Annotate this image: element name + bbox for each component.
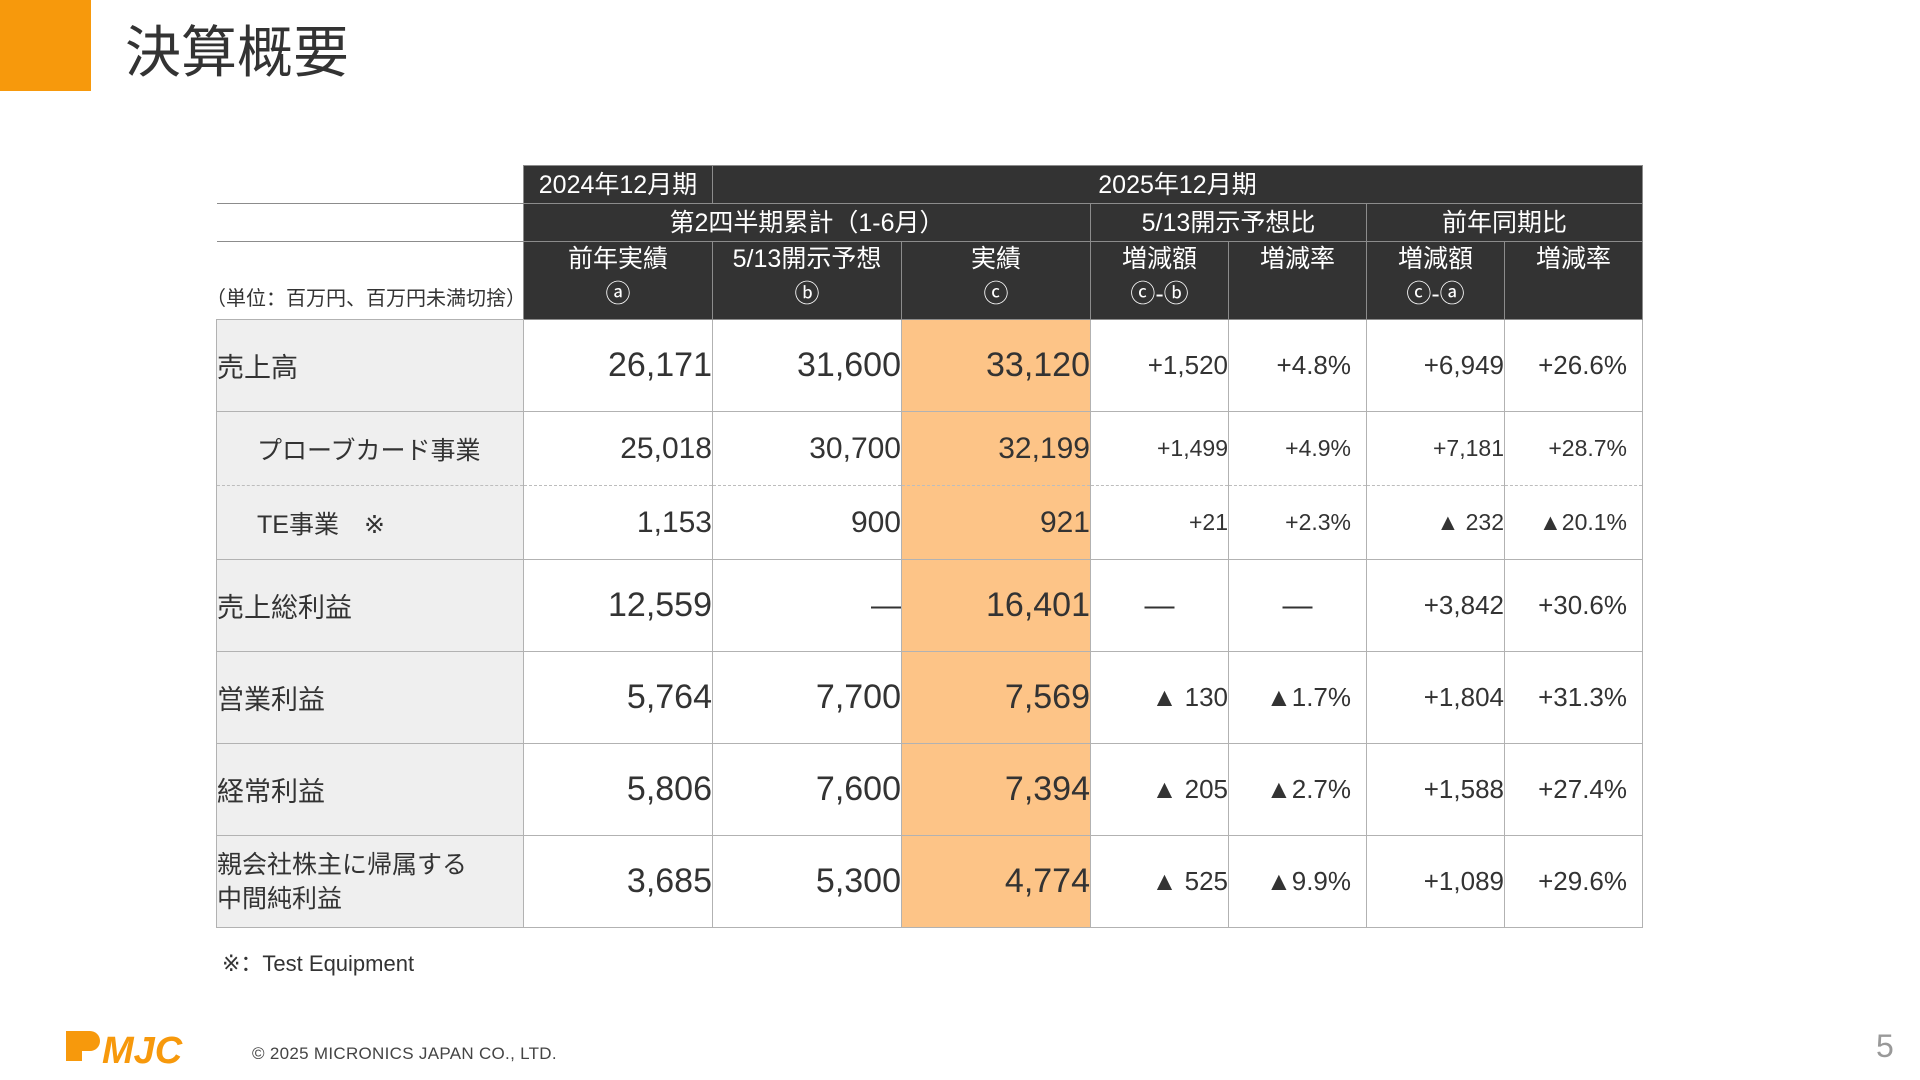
page-number: 5 bbox=[1876, 1028, 1894, 1065]
cell-forecast: 7,700 bbox=[713, 652, 902, 744]
cell-actual: 4,774 bbox=[902, 836, 1091, 928]
cell-diff-prev-year: +6,949 bbox=[1367, 320, 1505, 412]
cell-diff-prev-year: +1,804 bbox=[1367, 652, 1505, 744]
header-vs-prev-year: 前年同期比 bbox=[1367, 204, 1643, 242]
page-title: 決算概要 bbox=[125, 18, 349, 88]
cell-prev: 25,018 bbox=[524, 412, 713, 486]
cell-diff-prev-year: +1,588 bbox=[1367, 744, 1505, 836]
cell-rate-forecast: ▲9.9% bbox=[1229, 836, 1367, 928]
cell-forecast: 30,700 bbox=[713, 412, 902, 486]
cell-prev: 12,559 bbox=[524, 560, 713, 652]
footnote: ※：Test Equipment bbox=[222, 946, 414, 978]
cell-rate-prev-year: +30.6% bbox=[1505, 560, 1643, 652]
cell-prev: 5,806 bbox=[524, 744, 713, 836]
cell-diff-forecast: ▲ 130 bbox=[1091, 652, 1229, 744]
cell-forecast: 7,600 bbox=[713, 744, 902, 836]
cell-forecast: 5,300 bbox=[713, 836, 902, 928]
title-accent-bar bbox=[0, 0, 91, 91]
cell-rate-prev-year: +31.3% bbox=[1505, 652, 1643, 744]
cell-diff-forecast: ▲ 205 bbox=[1091, 744, 1229, 836]
row-label: 売上高 bbox=[217, 320, 524, 412]
col-header-diff-prev-year: 増減額 ⓒ-ⓐ bbox=[1367, 242, 1505, 320]
cell-prev: 1,153 bbox=[524, 486, 713, 560]
cell-rate-forecast: +4.8% bbox=[1229, 320, 1367, 412]
cell-diff-prev-year: +7,181 bbox=[1367, 412, 1505, 486]
row-label: 売上総利益 bbox=[217, 560, 524, 652]
col-header-actual: 実績 ⓒ bbox=[902, 242, 1091, 320]
cell-rate-prev-year: +26.6% bbox=[1505, 320, 1643, 412]
cell-prev: 3,685 bbox=[524, 836, 713, 928]
cell-diff-forecast: — bbox=[1091, 560, 1229, 652]
cell-diff-forecast: ▲ 525 bbox=[1091, 836, 1229, 928]
row-label: 営業利益 bbox=[217, 652, 524, 744]
cell-rate-forecast: +4.9% bbox=[1229, 412, 1367, 486]
cell-actual: 921 bbox=[902, 486, 1091, 560]
cell-forecast: 31,600 bbox=[713, 320, 902, 412]
cell-diff-forecast: +1,499 bbox=[1091, 412, 1229, 486]
row-label: プローブカード事業 bbox=[217, 412, 524, 486]
cell-rate-forecast: +2.3% bbox=[1229, 486, 1367, 560]
cell-rate-forecast: ▲1.7% bbox=[1229, 652, 1367, 744]
row-net-sales: 売上高 26,171 31,600 33,120 +1,520 +4.8% +6… bbox=[217, 320, 1643, 412]
cell-rate-forecast: — bbox=[1229, 560, 1367, 652]
header-curr-period: 2025年12月期 bbox=[713, 166, 1643, 204]
row-net-income: 親会社株主に帰属する 中間純利益 3,685 5,300 4,774 ▲ 525 … bbox=[217, 836, 1643, 928]
row-probe-card: プローブカード事業 25,018 30,700 32,199 +1,499 +4… bbox=[217, 412, 1643, 486]
cell-forecast: 900 bbox=[713, 486, 902, 560]
header-prev-period: 2024年12月期 bbox=[524, 166, 713, 204]
col-header-forecast: 5/13開示予想 ⓑ bbox=[713, 242, 902, 320]
cell-prev: 26,171 bbox=[524, 320, 713, 412]
col-header-prev: 前年実績 ⓐ bbox=[524, 242, 713, 320]
svg-text:MJC: MJC bbox=[102, 1030, 183, 1071]
header-cumulative: 第2四半期累計（1-6月） bbox=[524, 204, 1091, 242]
cell-diff-forecast: +1,520 bbox=[1091, 320, 1229, 412]
cell-diff-prev-year: +1,089 bbox=[1367, 836, 1505, 928]
cell-actual: 16,401 bbox=[902, 560, 1091, 652]
cell-rate-forecast: ▲2.7% bbox=[1229, 744, 1367, 836]
row-te: TE事業 ※ 1,153 900 921 +21 +2.3% ▲ 232 ▲20… bbox=[217, 486, 1643, 560]
row-ordinary-profit: 経常利益 5,806 7,600 7,394 ▲ 205 ▲2.7% +1,58… bbox=[217, 744, 1643, 836]
mjc-logo: MJC bbox=[64, 1025, 212, 1071]
cell-rate-prev-year: +29.6% bbox=[1505, 836, 1643, 928]
cell-actual: 32,199 bbox=[902, 412, 1091, 486]
row-gross-profit: 売上総利益 12,559 — 16,401 — — +3,842 +30.6% bbox=[217, 560, 1643, 652]
cell-actual: 33,120 bbox=[902, 320, 1091, 412]
financial-summary-table: 2024年12月期 2025年12月期 第2四半期累計（1-6月） 5/13開示… bbox=[216, 165, 1643, 928]
cell-rate-prev-year: +28.7% bbox=[1505, 412, 1643, 486]
cell-actual: 7,569 bbox=[902, 652, 1091, 744]
col-header-rate-forecast: 増減率 bbox=[1229, 242, 1367, 320]
cell-actual: 7,394 bbox=[902, 744, 1091, 836]
copyright: © 2025 MICRONICS JAPAN CO., LTD. bbox=[252, 1044, 557, 1064]
row-label: TE事業 ※ bbox=[217, 486, 524, 560]
row-operating-profit: 営業利益 5,764 7,700 7,569 ▲ 130 ▲1.7% +1,80… bbox=[217, 652, 1643, 744]
row-label: 経常利益 bbox=[217, 744, 524, 836]
cell-diff-prev-year: +3,842 bbox=[1367, 560, 1505, 652]
cell-rate-prev-year: ▲20.1% bbox=[1505, 486, 1643, 560]
cell-diff-prev-year: ▲ 232 bbox=[1367, 486, 1505, 560]
row-label: 親会社株主に帰属する 中間純利益 bbox=[217, 836, 524, 928]
cell-forecast: — bbox=[713, 560, 902, 652]
cell-prev: 5,764 bbox=[524, 652, 713, 744]
cell-diff-forecast: +21 bbox=[1091, 486, 1229, 560]
col-header-diff-forecast: 増減額 ⓒ-ⓑ bbox=[1091, 242, 1229, 320]
header-vs-forecast: 5/13開示予想比 bbox=[1091, 204, 1367, 242]
col-header-rate-prev-year: 増減率 bbox=[1505, 242, 1643, 320]
cell-rate-prev-year: +27.4% bbox=[1505, 744, 1643, 836]
